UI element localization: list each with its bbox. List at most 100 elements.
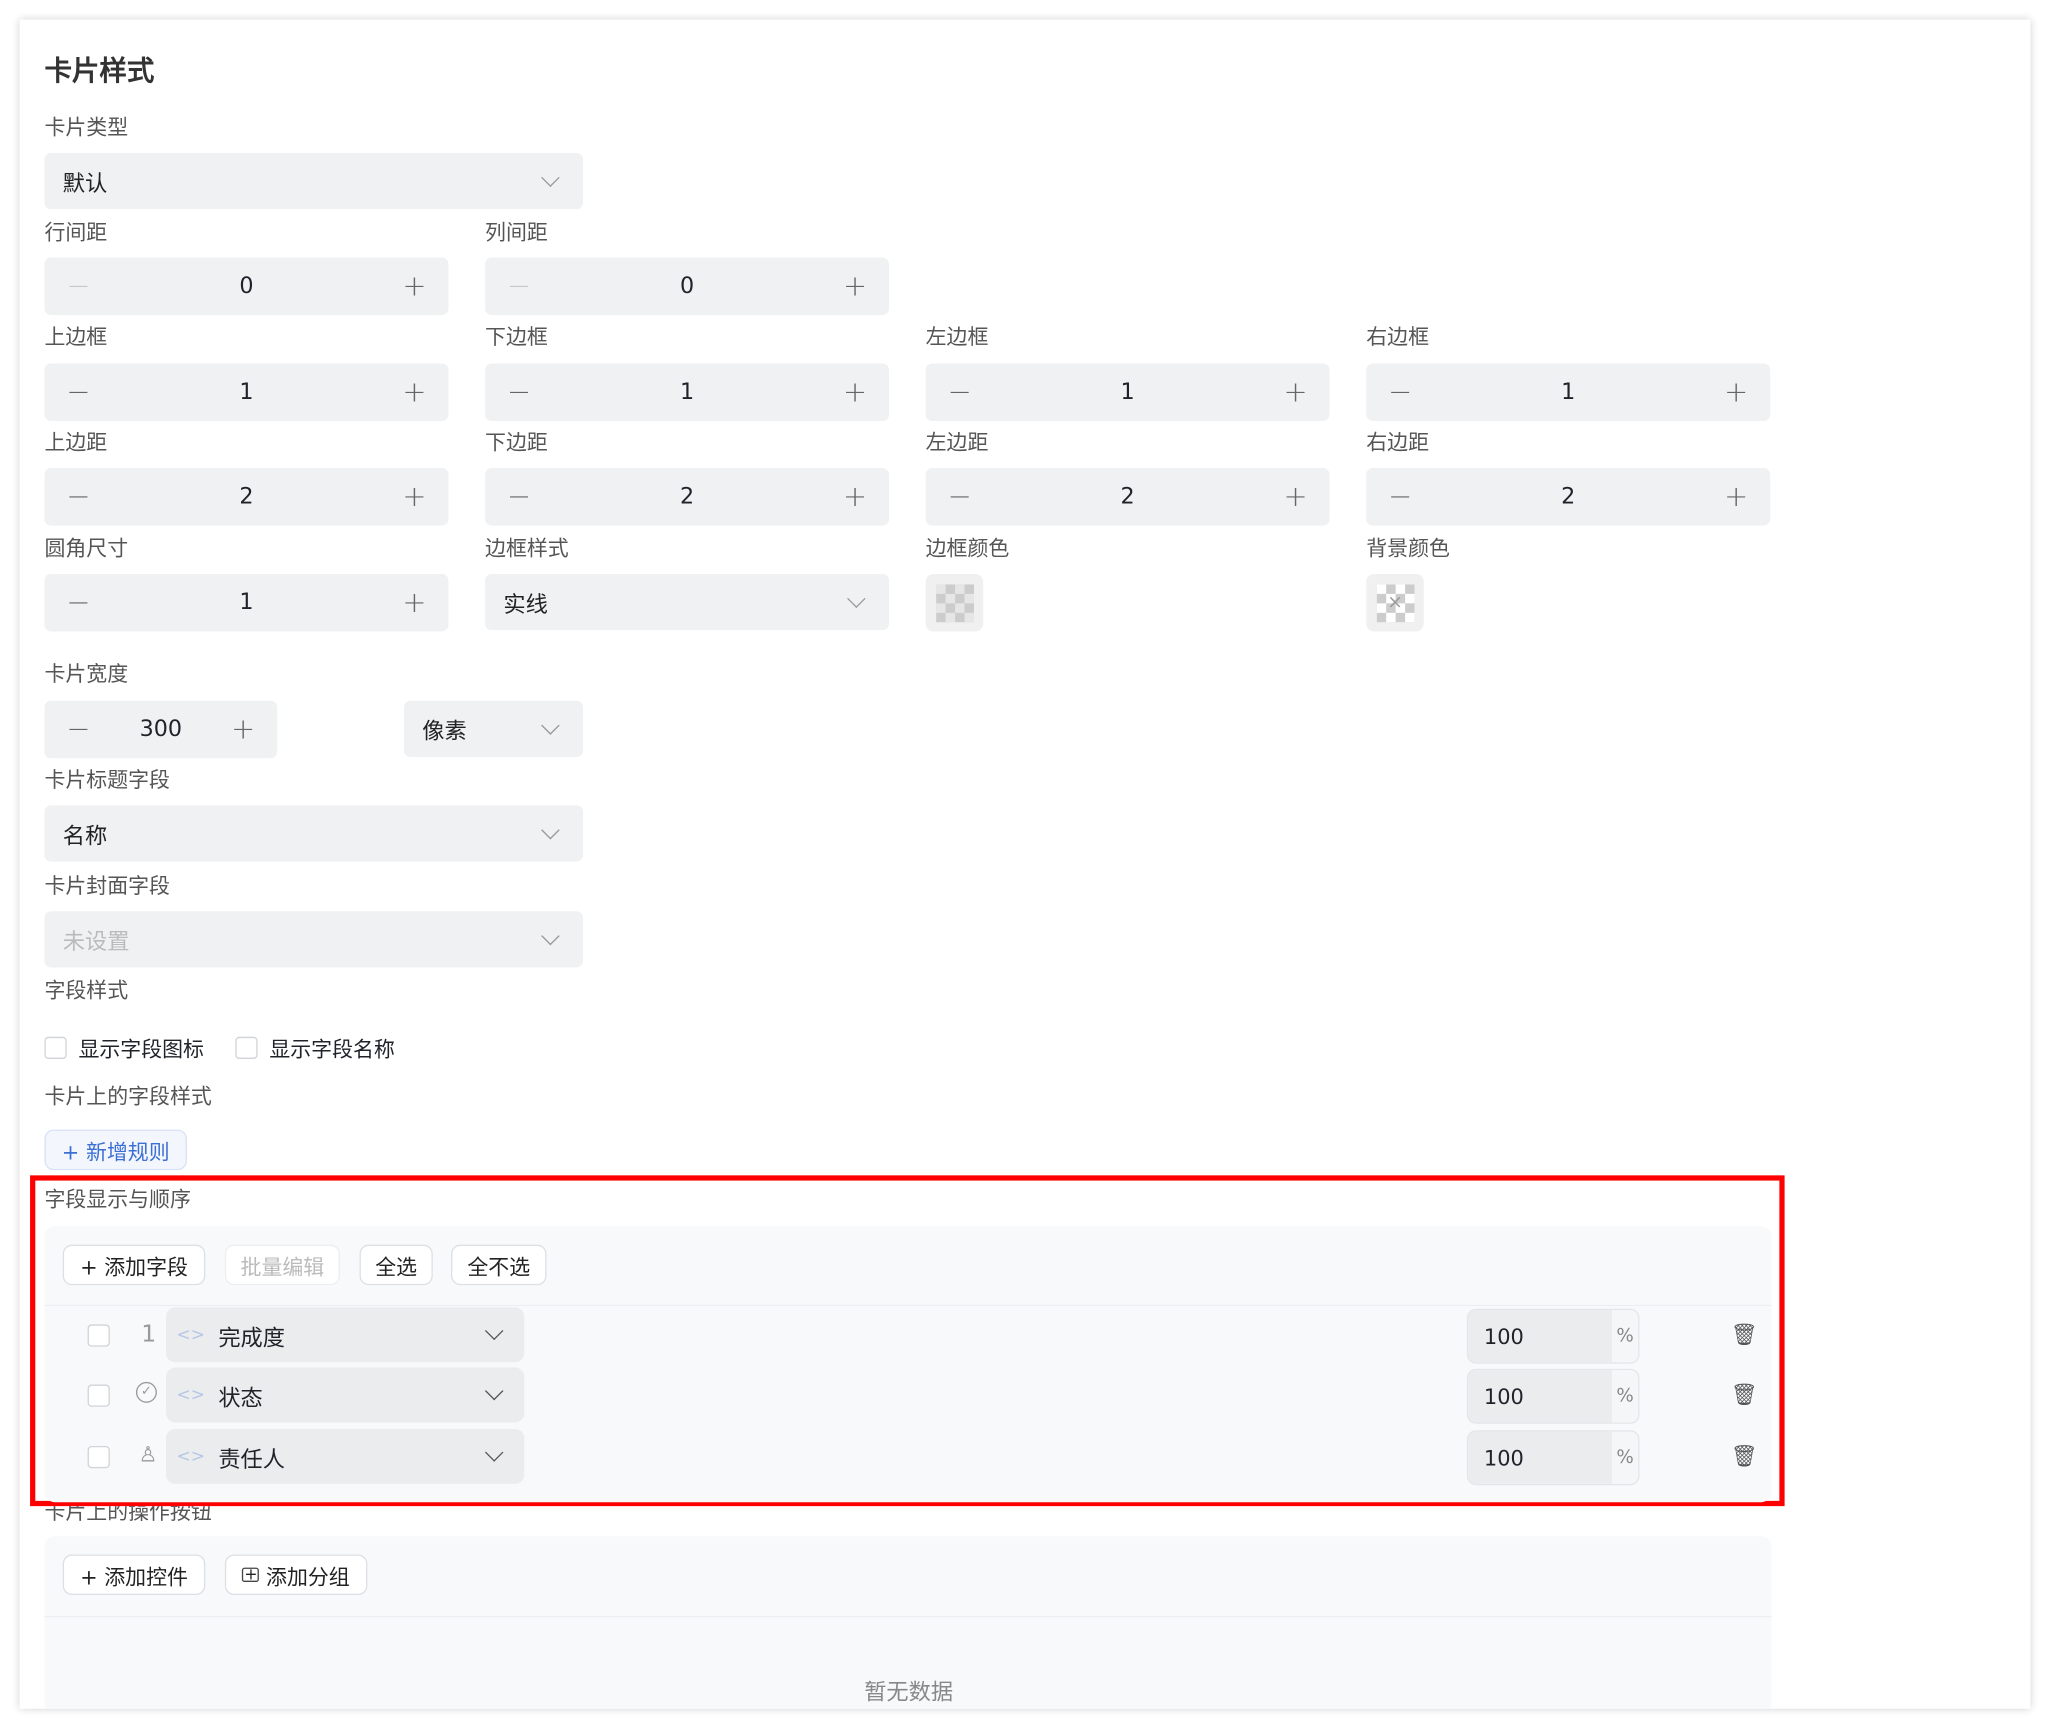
border-right-stepper[interactable]: − 1 + [1366, 363, 1771, 421]
minus-icon[interactable]: − [1388, 480, 1413, 514]
plus-icon[interactable]: + [231, 713, 256, 746]
radius-stepper[interactable]: − 1 + [44, 573, 449, 632]
border-top-label: 上边框 [44, 324, 108, 350]
minus-icon[interactable]: − [66, 269, 91, 303]
percent-unit: % [1612, 1370, 1639, 1423]
border-bottom-stepper[interactable]: − 1 + [485, 363, 890, 421]
select-none-button[interactable]: 全不选 [451, 1244, 547, 1286]
border-bottom-value[interactable]: 1 [679, 379, 695, 406]
border-left-stepper[interactable]: − 1 + [925, 363, 1330, 421]
field-row[interactable]: 1 <> 完成度 100% 🗑 [44, 1307, 1771, 1364]
plus-icon[interactable]: + [402, 480, 427, 514]
padding-right-stepper[interactable]: − 2 + [1366, 468, 1771, 526]
width-unit-select[interactable]: 像素 [403, 700, 584, 757]
minus-icon[interactable]: − [506, 269, 532, 303]
row-gap-label: 行间距 [44, 219, 108, 245]
chevron-down-icon [484, 1321, 504, 1341]
row-checkbox[interactable] [87, 1445, 110, 1469]
field-width-input[interactable]: 100% [1466, 1368, 1640, 1424]
row-index: 1 [141, 1320, 157, 1348]
padding-right-label: 右边距 [1366, 430, 1430, 455]
radius-value[interactable]: 1 [239, 589, 254, 616]
width-value[interactable]: 100 [1468, 1310, 1613, 1363]
check-circle-icon: ✓ [135, 1381, 157, 1403]
minus-icon[interactable]: − [506, 375, 532, 409]
plus-icon[interactable]: + [1724, 375, 1749, 409]
border-color-picker[interactable] [925, 573, 984, 632]
padding-left-label: 左边距 [925, 430, 989, 455]
border-top-value[interactable]: 1 [239, 379, 254, 406]
minus-icon[interactable]: − [66, 713, 91, 746]
minus-icon[interactable]: − [66, 480, 91, 514]
field-row[interactable]: ✓ <> 状态 100% 🗑 [44, 1367, 1771, 1424]
row-gap-value[interactable]: 0 [239, 273, 254, 300]
plus-icon[interactable]: + [402, 586, 427, 620]
border-top-stepper[interactable]: − 1 + [44, 363, 449, 421]
border-style-select[interactable]: 实线 [485, 573, 890, 631]
field-select[interactable]: <> 责任人 [166, 1428, 525, 1484]
checkbox[interactable] [235, 1036, 258, 1059]
padding-bottom-value[interactable]: 2 [679, 483, 695, 510]
card-width-value[interactable]: 300 [139, 716, 183, 743]
trash-icon[interactable]: 🗑 [1730, 1321, 1758, 1347]
minus-icon[interactable]: − [1388, 375, 1413, 409]
plus-icon[interactable]: + [842, 269, 868, 303]
batch-edit-button[interactable]: 批量编辑 [224, 1244, 340, 1286]
show-icon-checkbox[interactable]: 显示字段图标 [44, 1032, 204, 1063]
minus-icon[interactable]: − [947, 480, 972, 514]
padding-top-stepper[interactable]: − 2 + [44, 468, 449, 526]
minus-icon[interactable]: − [506, 480, 532, 514]
fields-section-label: 字段显示与顺序 [44, 1187, 191, 1212]
title-field-label: 卡片标题字段 [44, 767, 170, 793]
padding-bottom-stepper[interactable]: − 2 + [485, 468, 890, 526]
border-right-value[interactable]: 1 [1561, 379, 1576, 406]
padding-left-value[interactable]: 2 [1120, 483, 1135, 510]
plus-icon[interactable]: + [1724, 480, 1749, 514]
field-width-input[interactable]: 100% [1466, 1308, 1640, 1364]
card-width-stepper[interactable]: − 300 + [44, 700, 278, 759]
code-icon: <> [176, 1325, 205, 1345]
cover-field-select[interactable]: 未设置 [44, 911, 584, 968]
show-name-label: 显示字段名称 [269, 1036, 395, 1062]
minus-icon[interactable]: − [66, 586, 91, 620]
show-name-checkbox[interactable]: 显示字段名称 [235, 1032, 395, 1063]
plus-icon[interactable]: + [842, 480, 868, 514]
width-value[interactable]: 100 [1468, 1370, 1613, 1423]
field-select[interactable]: <> 状态 [166, 1367, 525, 1423]
padding-left-stepper[interactable]: − 2 + [925, 468, 1330, 526]
plus-icon[interactable]: + [1283, 375, 1308, 409]
border-bottom-label: 下边框 [485, 324, 548, 350]
padding-right-value[interactable]: 2 [1561, 483, 1576, 510]
add-control-button[interactable]: + 添加控件 [62, 1554, 206, 1596]
padding-top-value[interactable]: 2 [239, 483, 254, 510]
trash-icon[interactable]: 🗑 [1730, 1443, 1758, 1469]
row-gap-stepper[interactable]: − 0 + [44, 257, 449, 316]
select-all-button[interactable]: 全选 [359, 1244, 433, 1286]
row-checkbox[interactable] [87, 1324, 110, 1347]
plus-icon[interactable]: + [402, 269, 427, 303]
plus-icon[interactable]: + [842, 375, 868, 409]
bg-color-picker[interactable]: × [1366, 573, 1424, 632]
add-rule-button[interactable]: + 新增规则 [44, 1129, 187, 1171]
col-gap-stepper[interactable]: − 0 + [485, 257, 890, 316]
plus-icon[interactable]: + [402, 375, 427, 409]
plus-icon[interactable]: + [1283, 480, 1308, 514]
minus-icon[interactable]: − [66, 375, 91, 409]
trash-icon[interactable]: 🗑 [1730, 1381, 1758, 1407]
add-field-button[interactable]: + 添加字段 [62, 1244, 206, 1286]
field-select[interactable]: <> 完成度 [166, 1307, 525, 1363]
add-group-button[interactable]: + 添加分组 [224, 1554, 368, 1596]
row-checkbox[interactable] [87, 1384, 110, 1407]
checkbox[interactable] [44, 1036, 67, 1059]
card-type-select[interactable]: 默认 [44, 152, 584, 210]
title-field-select[interactable]: 名称 [44, 805, 584, 862]
col-gap-value[interactable]: 0 [679, 273, 695, 300]
border-left-value[interactable]: 1 [1120, 379, 1135, 406]
minus-icon[interactable]: − [947, 375, 972, 409]
field-width-input[interactable]: 100% [1466, 1430, 1640, 1486]
percent-unit: % [1612, 1431, 1639, 1484]
width-value[interactable]: 100 [1468, 1431, 1613, 1484]
field-row[interactable]: ♙ <> 责任人 100% 🗑 [44, 1428, 1771, 1486]
transparent-swatch [935, 583, 974, 622]
chevron-down-icon [541, 167, 560, 187]
